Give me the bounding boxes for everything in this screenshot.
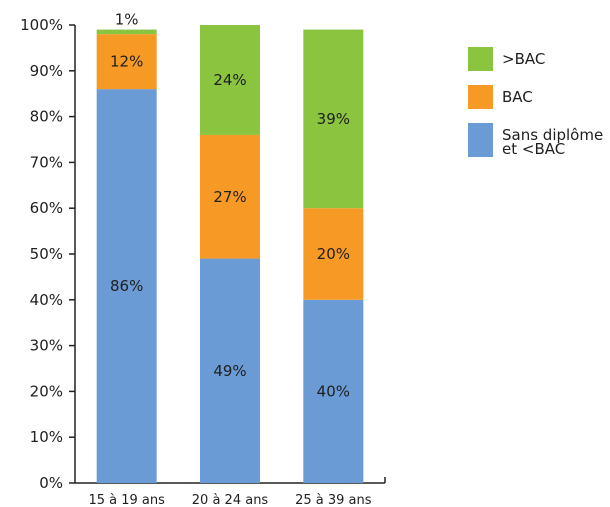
y-tick-label: 10% bbox=[30, 428, 63, 446]
x-tick-label: 20 à 24 ans bbox=[192, 493, 269, 507]
data-label: 24% bbox=[213, 71, 246, 89]
data-label: 1% bbox=[115, 11, 139, 29]
legend-label: Sans diplôme bbox=[502, 126, 603, 144]
y-tick-label: 60% bbox=[30, 199, 63, 217]
legend-swatch bbox=[468, 123, 493, 157]
y-axis: 0% 10% 20% 30% 40% 50% 60% 70% 80% 90% 100% bbox=[20, 16, 76, 492]
y-tick-label: 80% bbox=[30, 108, 63, 126]
y-tick-label: 40% bbox=[30, 291, 63, 309]
bar-segment bbox=[200, 25, 260, 135]
y-tick-label: 0% bbox=[39, 474, 63, 492]
bar-segment bbox=[303, 29, 364, 209]
y-tick-label: 100% bbox=[20, 16, 63, 34]
bars: 86% 12% 1% 49% 27% 24% 40% 20% 39% bbox=[96, 11, 364, 484]
data-label: 40% bbox=[317, 382, 350, 400]
data-label: 49% bbox=[213, 362, 246, 380]
data-label: 39% bbox=[317, 110, 350, 128]
bar-segment bbox=[96, 89, 157, 484]
data-label: 27% bbox=[213, 188, 246, 206]
data-label: 12% bbox=[110, 53, 143, 71]
y-tick-label: 30% bbox=[30, 337, 63, 355]
y-tick-label: 50% bbox=[30, 245, 63, 263]
x-tick-label: 25 à 39 ans bbox=[295, 493, 372, 507]
bar-segment bbox=[96, 34, 157, 90]
legend-swatch bbox=[468, 85, 493, 109]
y-tick-label: 70% bbox=[30, 153, 63, 171]
bar-segment bbox=[200, 258, 260, 483]
x-tick-label: 15 à 19 ans bbox=[88, 493, 165, 507]
legend-swatch bbox=[468, 47, 493, 71]
data-label: 20% bbox=[317, 245, 350, 263]
bar-segment bbox=[96, 29, 157, 35]
legend-label: et <BAC bbox=[502, 140, 565, 158]
legend-label: BAC bbox=[502, 88, 533, 106]
legend-label: >BAC bbox=[502, 50, 545, 68]
bar-segment bbox=[303, 208, 364, 300]
y-tick-label: 20% bbox=[30, 382, 63, 400]
data-label: 86% bbox=[110, 277, 143, 295]
y-tick-label: 90% bbox=[30, 62, 63, 80]
bar-segment bbox=[200, 134, 260, 259]
bar-segment bbox=[303, 299, 364, 483]
